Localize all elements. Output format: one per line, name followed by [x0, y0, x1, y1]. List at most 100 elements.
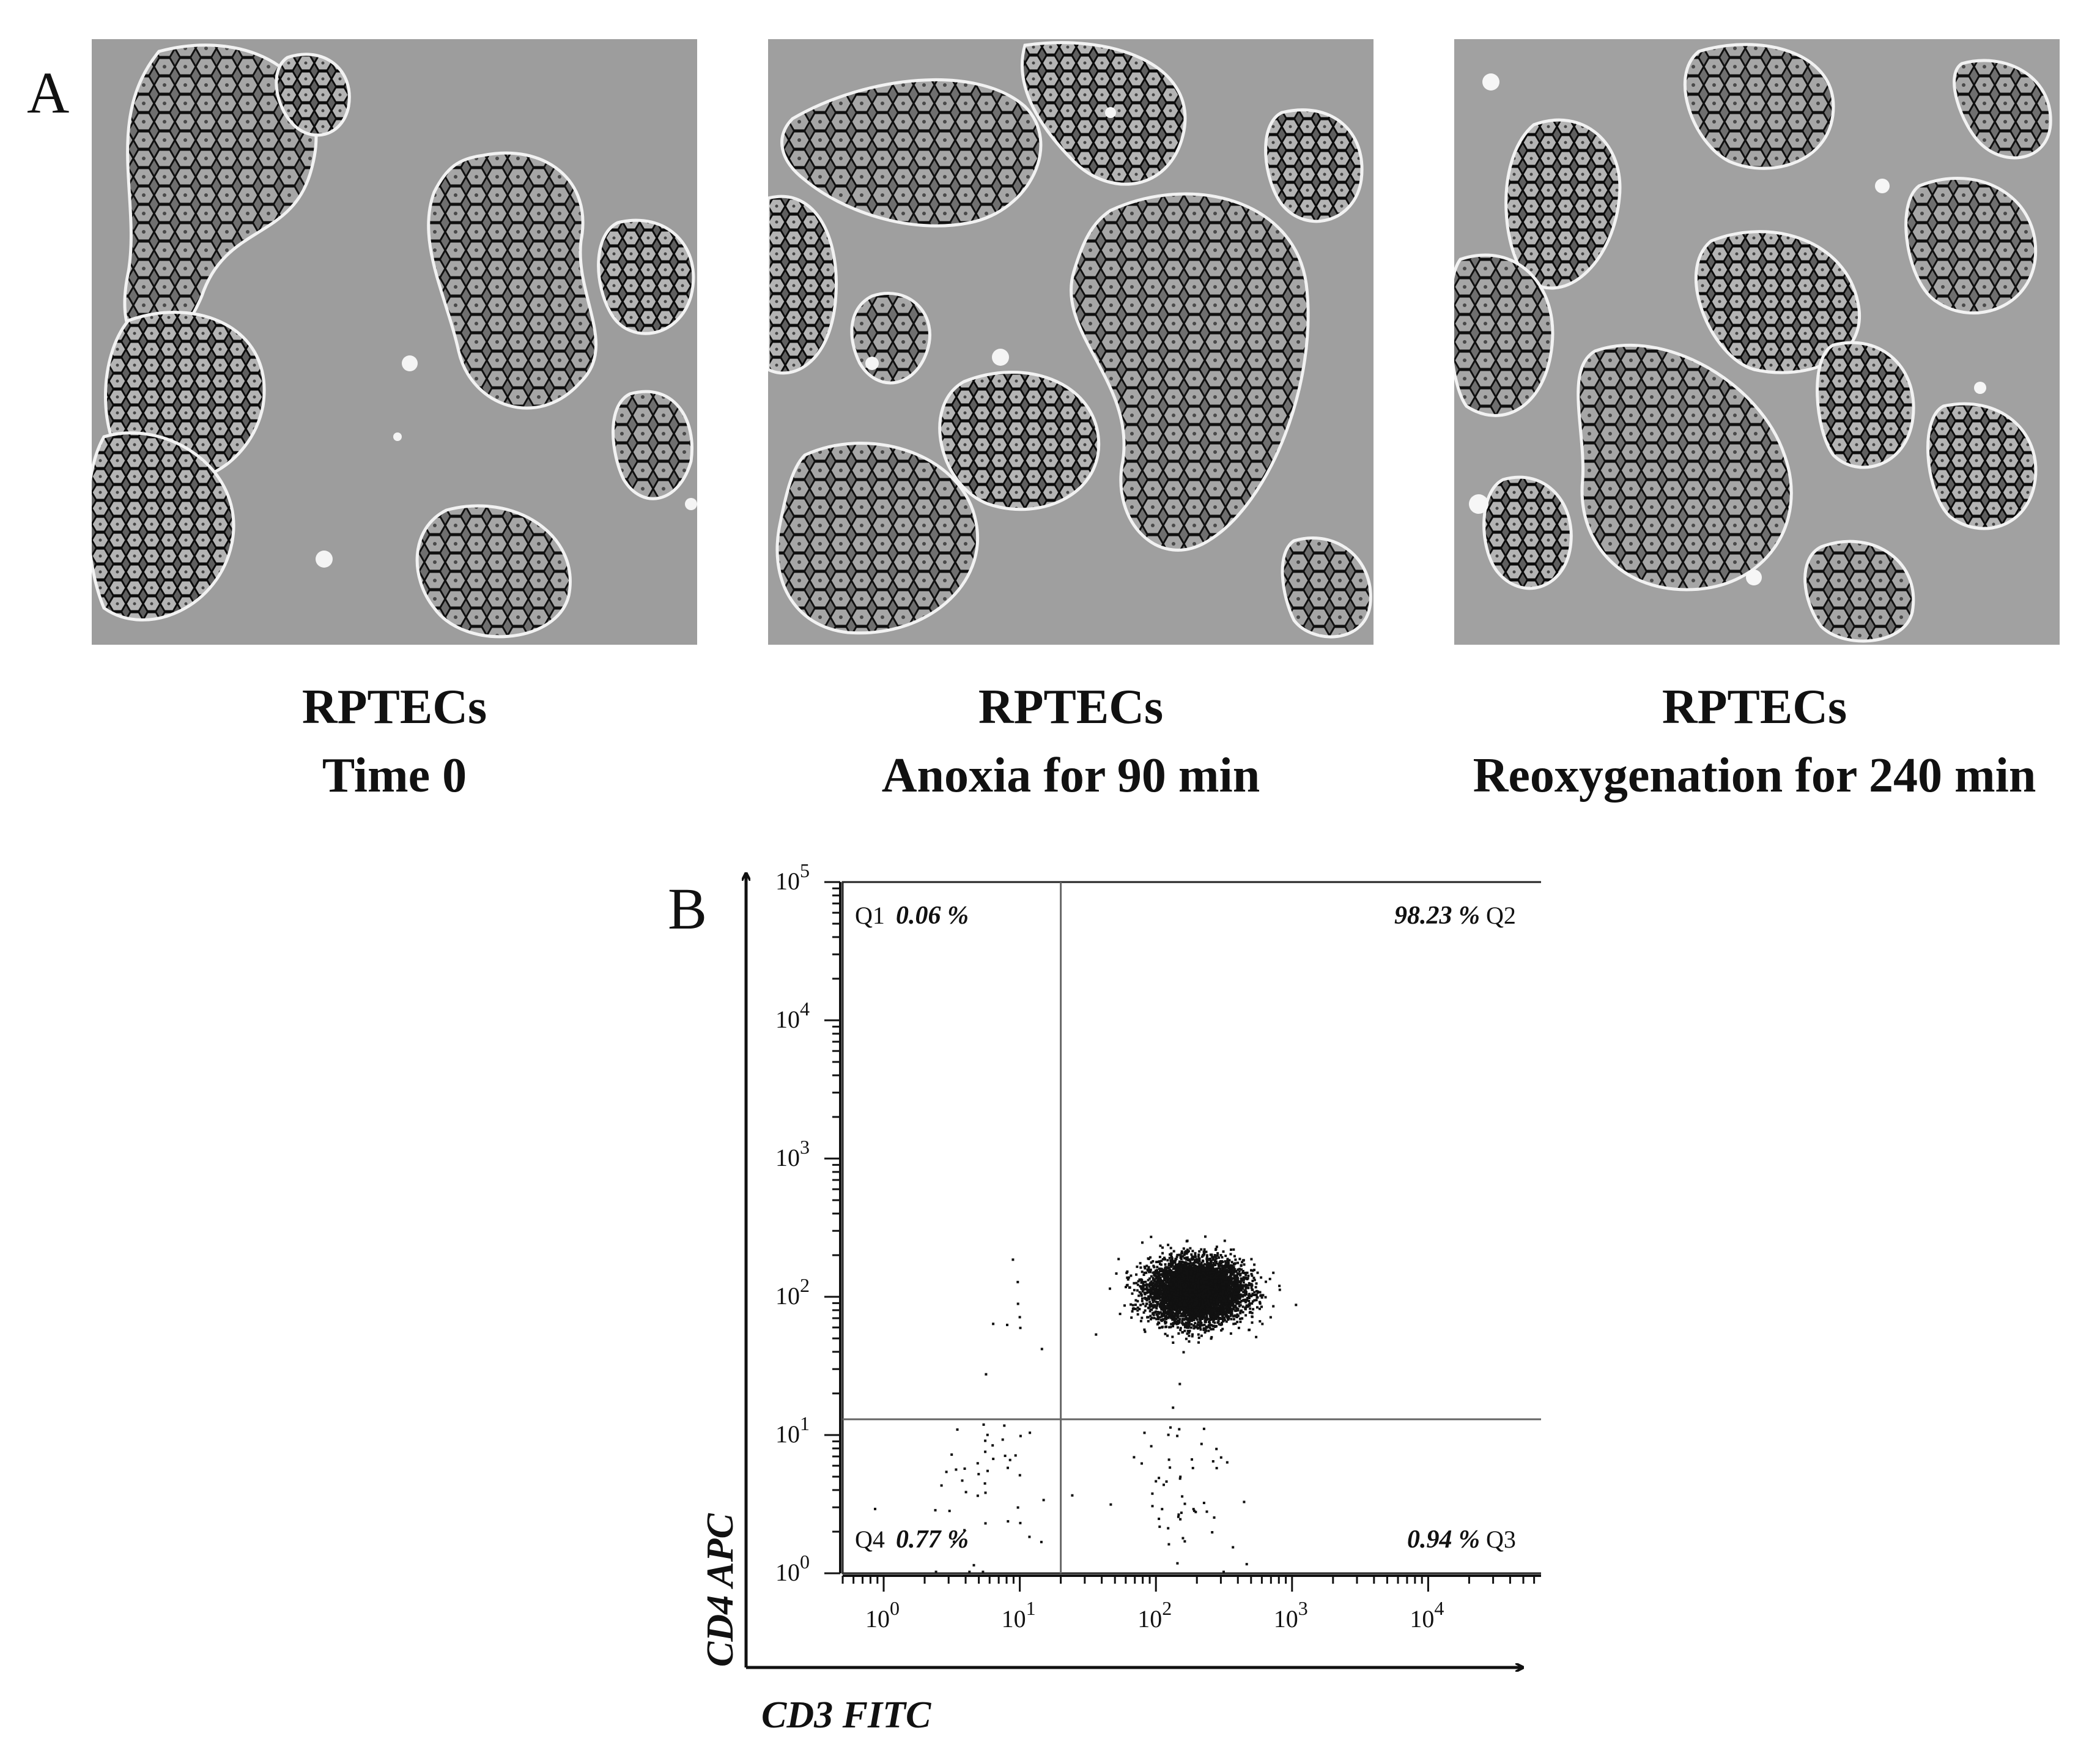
event-point — [1232, 1287, 1235, 1290]
event-point — [1135, 1282, 1138, 1285]
event-point — [1183, 1324, 1186, 1327]
event-point — [1197, 1341, 1200, 1344]
event-point — [1164, 1283, 1167, 1286]
event-point — [1216, 1254, 1219, 1257]
event-point — [1223, 1300, 1226, 1303]
event-point — [1206, 1266, 1209, 1269]
event-point — [1191, 1333, 1194, 1336]
event-point — [1202, 1327, 1205, 1330]
event-point — [1233, 1255, 1236, 1258]
event-point — [1151, 1299, 1154, 1301]
event-point — [1161, 1246, 1164, 1249]
event-point — [1161, 1299, 1164, 1301]
event-point — [1217, 1320, 1220, 1323]
event-point — [1167, 1244, 1170, 1247]
event-point — [1184, 1308, 1187, 1311]
event-point — [1149, 1270, 1152, 1274]
event-point — [1158, 1281, 1161, 1284]
event-point — [1213, 1276, 1216, 1279]
event-point — [1214, 1264, 1217, 1266]
event-point — [1230, 1261, 1233, 1264]
event-point — [1207, 1324, 1210, 1327]
event-point — [1239, 1301, 1242, 1304]
event-point — [1186, 1248, 1189, 1252]
event-point — [1167, 1263, 1170, 1266]
event-point — [1190, 1323, 1193, 1326]
event-point — [1156, 1304, 1159, 1307]
event-point — [1152, 1271, 1155, 1274]
event-point — [1180, 1266, 1183, 1269]
event-point — [1162, 1310, 1165, 1313]
event-point — [1160, 1312, 1163, 1315]
event-point — [1172, 1311, 1175, 1314]
event-point — [1250, 1294, 1253, 1297]
event-point — [1212, 1257, 1215, 1259]
event-point — [1219, 1309, 1222, 1312]
event-point — [1179, 1282, 1182, 1285]
event-point — [1236, 1294, 1239, 1297]
event-point — [1211, 1258, 1215, 1261]
event-point — [1242, 1278, 1245, 1282]
event-point — [1174, 1282, 1177, 1285]
event-point — [1147, 1295, 1150, 1298]
event-point — [1161, 1258, 1164, 1261]
event-point — [1137, 1280, 1140, 1283]
event-point — [1230, 1269, 1233, 1272]
event-point — [1227, 1311, 1230, 1315]
event-point — [1223, 1316, 1226, 1319]
event-point — [1186, 1330, 1189, 1332]
event-point — [1231, 1301, 1234, 1304]
event-point — [1186, 1325, 1189, 1328]
quadrant-gates — [843, 882, 1541, 1573]
event-point — [1240, 1299, 1243, 1302]
event-point — [1218, 1322, 1221, 1326]
event-point — [1160, 1263, 1163, 1266]
event-point — [1118, 1313, 1122, 1315]
event-point — [1135, 1273, 1138, 1276]
event-point — [1139, 1304, 1142, 1307]
event-point — [1148, 1305, 1152, 1308]
event-point — [1238, 1258, 1241, 1261]
event-point — [1147, 1257, 1150, 1260]
event-point — [1237, 1261, 1240, 1264]
event-point — [1186, 1274, 1189, 1277]
event-point — [1164, 1305, 1167, 1308]
event-point — [1170, 1259, 1174, 1262]
event-point — [1239, 1283, 1242, 1286]
event-point — [1228, 1259, 1231, 1262]
event-point — [1219, 1263, 1222, 1266]
event-point — [1172, 1316, 1174, 1319]
event-point — [1251, 1274, 1254, 1277]
event-point — [1161, 1252, 1164, 1255]
event-point — [1170, 1255, 1173, 1258]
event-point — [1241, 1311, 1244, 1314]
event-point — [1164, 1263, 1167, 1266]
event-point — [1223, 1319, 1226, 1322]
event-point — [1201, 1269, 1204, 1272]
event-point — [1227, 1302, 1230, 1305]
event-point — [1179, 1329, 1182, 1332]
event-point — [1209, 1274, 1211, 1277]
event-point — [1215, 1270, 1218, 1274]
event-point — [1168, 1272, 1171, 1275]
event-point — [1171, 1263, 1174, 1266]
event-point — [1139, 1319, 1142, 1322]
event-point — [1234, 1289, 1237, 1292]
event-point — [1227, 1287, 1230, 1290]
event-point — [1158, 1255, 1161, 1258]
event-point — [1220, 1321, 1223, 1324]
event-point — [1149, 1315, 1152, 1318]
event-point — [1143, 1265, 1146, 1268]
event-point — [1178, 1253, 1181, 1256]
event-point — [1225, 1286, 1228, 1289]
event-point — [1239, 1318, 1242, 1320]
event-point — [1182, 1351, 1185, 1354]
event-point — [1234, 1322, 1237, 1325]
event-point — [1170, 1311, 1173, 1314]
event-point — [1219, 1254, 1222, 1256]
event-point — [1226, 1260, 1229, 1263]
event-point — [1183, 1253, 1186, 1256]
event-point — [1250, 1258, 1253, 1261]
event-point — [1237, 1308, 1240, 1311]
event-point — [1232, 1305, 1235, 1308]
